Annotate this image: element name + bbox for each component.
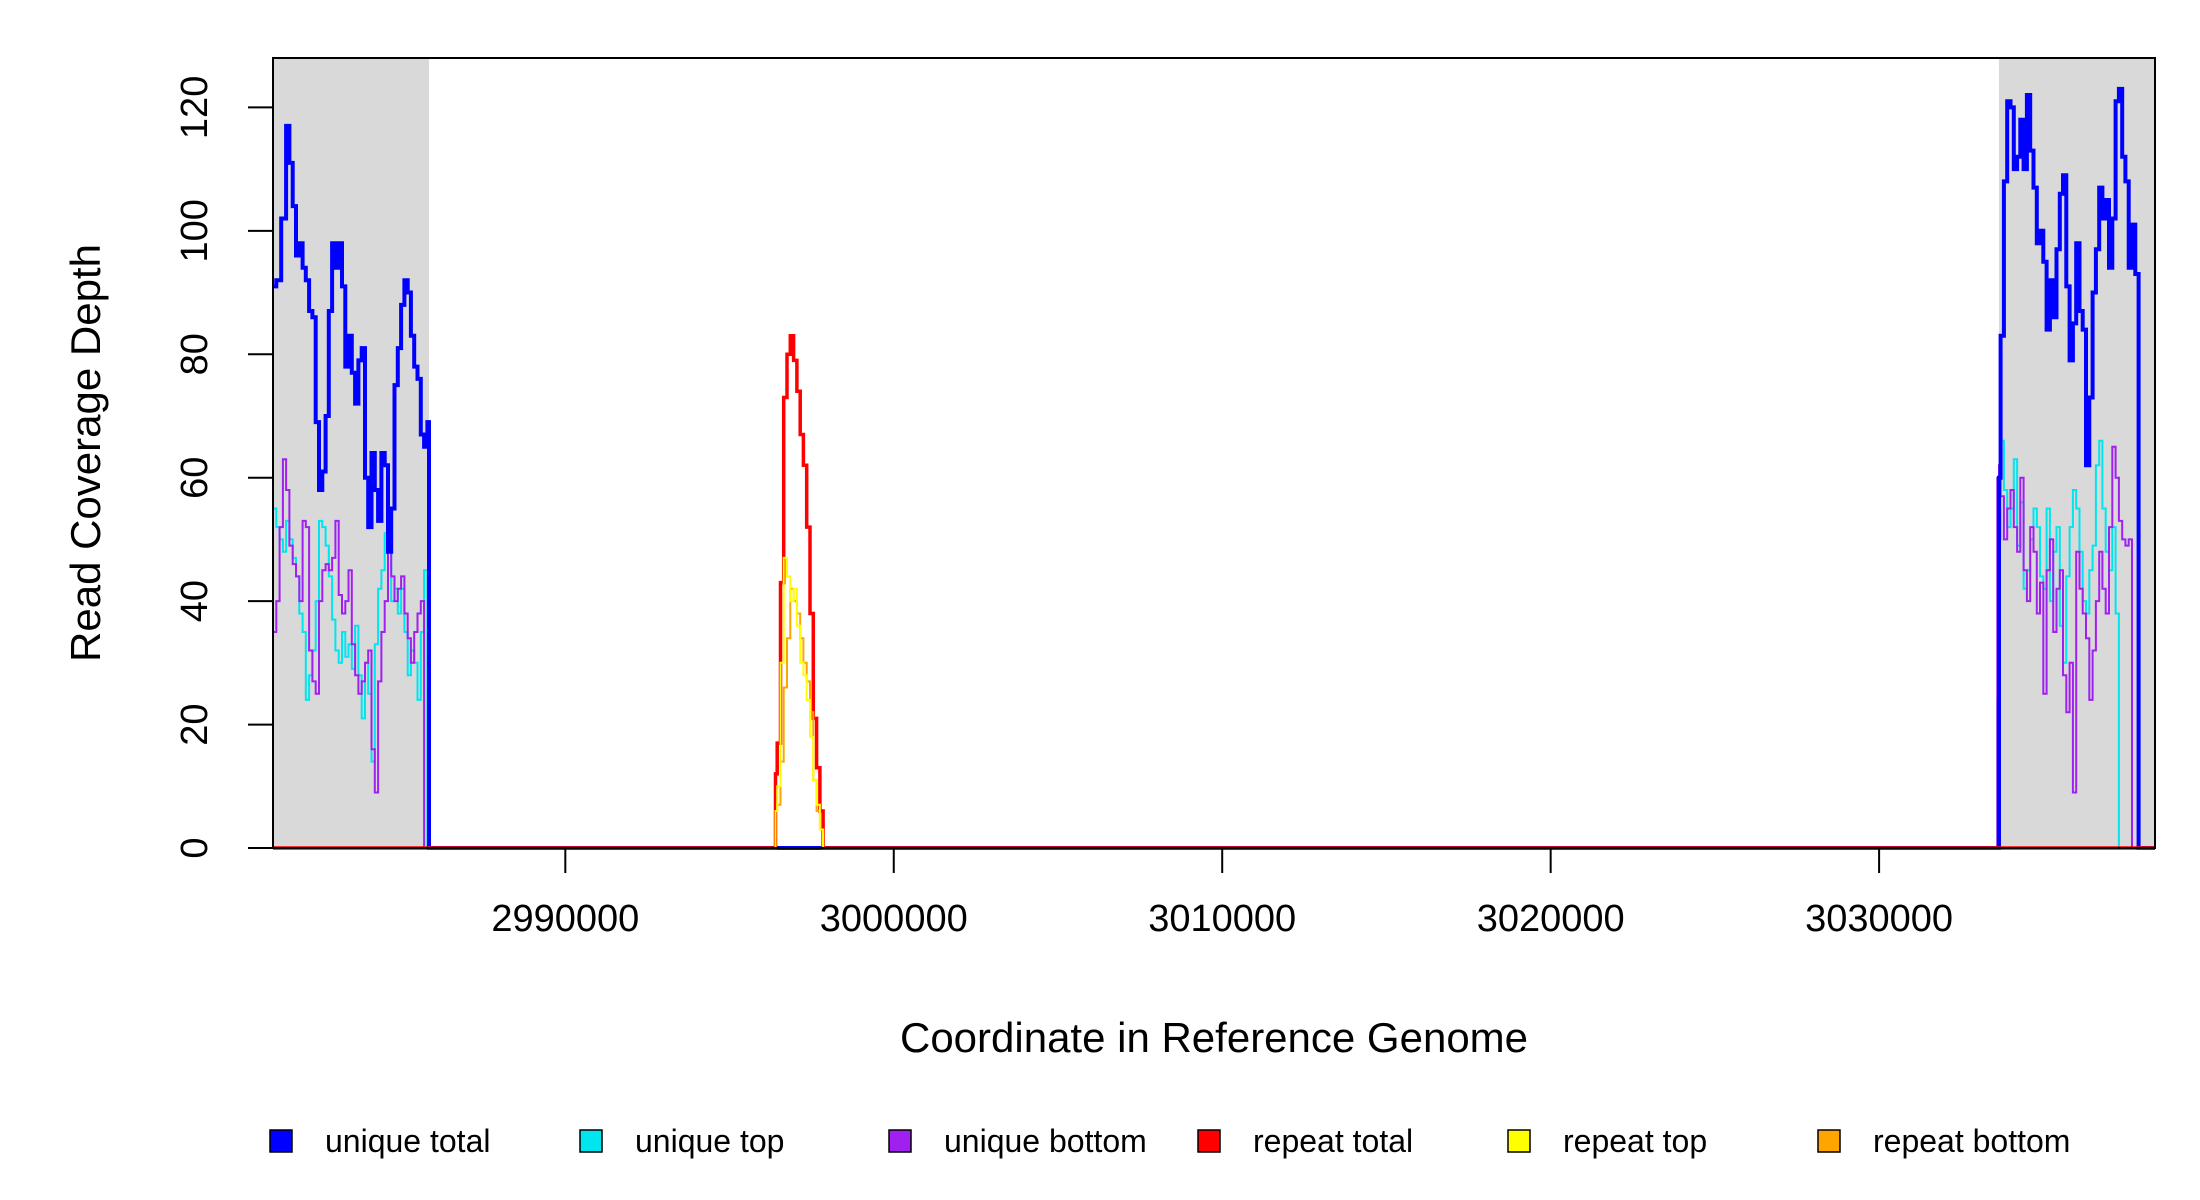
legend-label-repeat-total: repeat total [1253, 1123, 1413, 1159]
y-tick-label: 20 [174, 703, 216, 745]
x-axis-title: Coordinate in Reference Genome [900, 1014, 1528, 1061]
y-tick-label: 40 [174, 580, 216, 622]
x-tick-label: 3020000 [1477, 898, 1625, 940]
legend-swatch-repeat-total [1197, 1129, 1221, 1153]
y-tick-label: 120 [174, 76, 216, 139]
x-tick-label: 3010000 [1148, 898, 1296, 940]
y-tick-label: 60 [174, 457, 216, 499]
x-axis: 2990000 3000000 3010000 3020000 3030000 [491, 848, 1953, 940]
y-tick-label: 100 [174, 199, 216, 262]
series-line-unique-total [273, 86, 2155, 850]
legend-swatch-unique-top [579, 1129, 603, 1153]
legend-swatch-unique-total [269, 1129, 293, 1153]
x-tick-label: 2990000 [491, 898, 639, 940]
x-tick-label: 3000000 [820, 898, 968, 940]
shaded-region-1 [273, 58, 430, 848]
legend-label-repeat-top: repeat top [1563, 1123, 1707, 1159]
y-tick-label: 0 [174, 837, 216, 858]
legend-label-unique-total: unique total [325, 1123, 490, 1159]
y-tick-label: 80 [174, 333, 216, 375]
legend-swatch-unique-bottom [888, 1129, 912, 1153]
legend-swatch-repeat-bottom [1817, 1129, 1841, 1153]
series-line-unique-bottom [273, 445, 2155, 849]
x-tick-label: 3030000 [1805, 898, 1953, 940]
plot-frame [272, 57, 2156, 849]
legend-label-repeat-bottom: repeat bottom [1873, 1123, 2070, 1159]
y-axis: 0 20 40 60 80 100 120 [174, 76, 273, 859]
series-lines [273, 86, 2155, 850]
series-line-unique-top [273, 439, 2155, 849]
series-line-repeat-total [273, 333, 2155, 850]
legend-label-unique-bottom: unique bottom [944, 1123, 1147, 1159]
shaded-regions [273, 58, 2155, 848]
y-axis-title: Read Coverage Depth [62, 244, 109, 662]
series-line-repeat-bottom [273, 587, 2155, 849]
legend-swatch-repeat-top [1507, 1129, 1531, 1153]
legend: unique total unique top unique bottom repea… [269, 1123, 2070, 1159]
series-line-repeat-top [273, 556, 2155, 849]
legend-label-unique-top: unique top [635, 1123, 784, 1159]
